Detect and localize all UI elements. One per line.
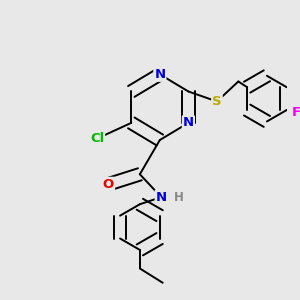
Text: H: H — [173, 190, 183, 204]
Text: F: F — [292, 106, 300, 119]
Text: N: N — [156, 190, 167, 204]
Text: Cl: Cl — [90, 132, 104, 145]
Text: N: N — [183, 116, 194, 129]
Text: N: N — [154, 68, 165, 81]
Text: S: S — [212, 95, 222, 108]
Text: O: O — [103, 178, 114, 191]
